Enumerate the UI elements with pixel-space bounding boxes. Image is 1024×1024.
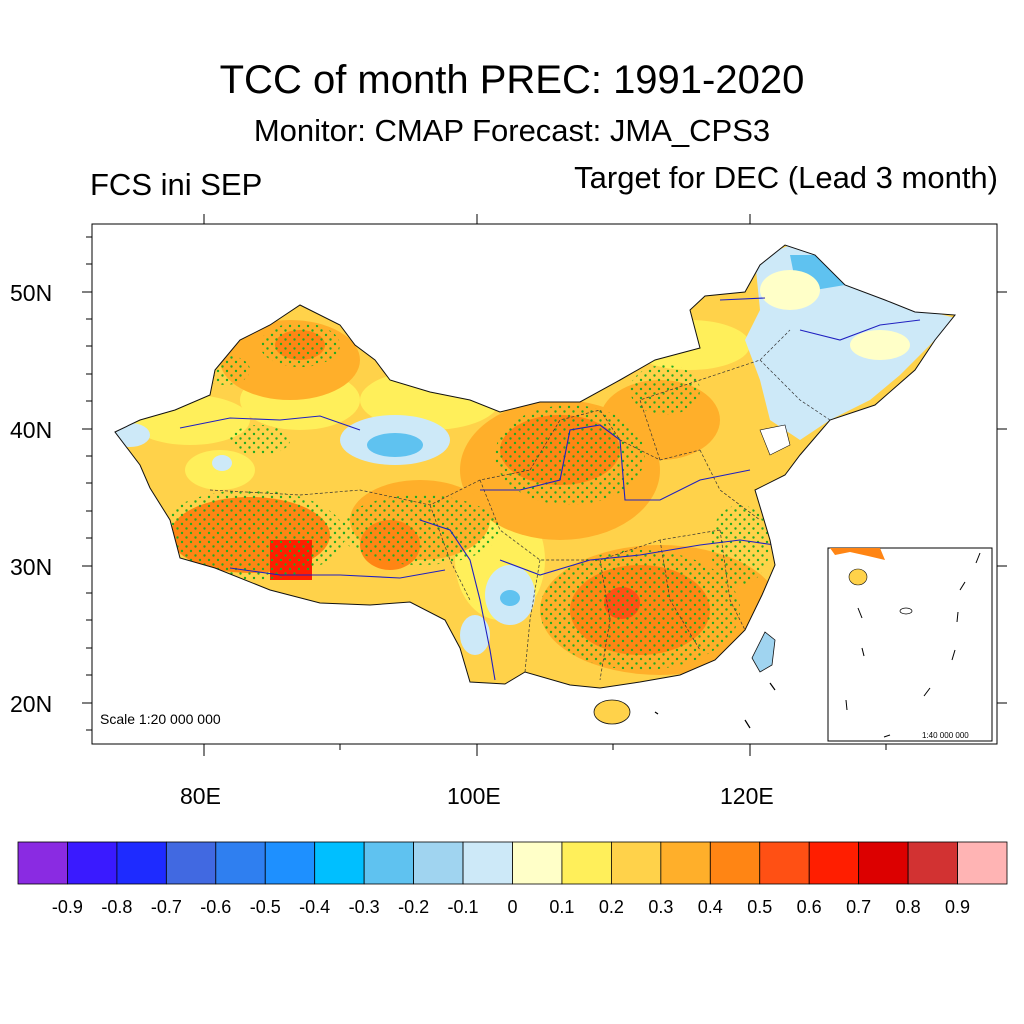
colorbar-box <box>660 841 711 885</box>
left-string: FCS ini SEP <box>90 167 263 202</box>
hainan-island <box>593 699 631 725</box>
lon-label-120e: 120E <box>720 783 774 809</box>
sea-dashes <box>654 682 776 729</box>
colorbar-box <box>858 841 909 885</box>
colorbar-box <box>512 841 563 885</box>
map-title: TCC of month PREC: 1991-2020 <box>219 58 805 102</box>
colorbar-box <box>67 841 118 885</box>
colorbar-box <box>363 841 414 885</box>
colorbar-label: -0.6 <box>200 897 232 917</box>
colorbar-label: 0.5 <box>747 897 773 917</box>
lat-label-20n: 20N <box>10 691 53 717</box>
colorbar-box <box>314 841 365 885</box>
china-outline <box>114 244 956 689</box>
south-china-sea-inset <box>827 547 993 742</box>
inset-scale-text: 1:40 000 000 <box>922 731 969 740</box>
lat-label-50n: 50N <box>10 280 53 306</box>
colorbar-box <box>808 841 860 885</box>
colorbar-box <box>709 841 761 885</box>
map-subtitle: Monitor: CMAP Forecast: JMA_CPS3 <box>253 113 771 148</box>
colorbar-box <box>957 841 1008 885</box>
colorbar-label: 0.7 <box>846 897 872 917</box>
colorbar-label: -0.9 <box>51 897 83 917</box>
province-boundaries <box>209 329 831 681</box>
colorbar-label: -0.5 <box>249 897 281 917</box>
lat-label-40n: 40N <box>10 417 53 443</box>
colorbar-box <box>17 841 68 885</box>
colorbar-label: 0.3 <box>648 897 674 917</box>
colorbar <box>17 841 1008 885</box>
scale-text: Scale 1:20 000 000 <box>100 711 221 727</box>
colorbar-label: 0.4 <box>697 897 723 917</box>
colorbar-box <box>907 841 958 885</box>
colorbar-label: -0.1 <box>447 897 479 917</box>
colorbar-box <box>413 841 464 885</box>
colorbar-label: -0.4 <box>299 897 331 917</box>
colorbar-box <box>215 841 266 885</box>
colorbar-box <box>264 841 316 885</box>
colorbar-label: 0.2 <box>598 897 624 917</box>
colorbar-box <box>561 841 612 885</box>
colorbar-label: -0.8 <box>101 897 133 917</box>
colorbar-label: 0.9 <box>945 897 971 917</box>
bohai-sea <box>759 424 791 456</box>
colorbar-box <box>611 841 662 885</box>
colorbar-label: 0 <box>507 897 518 917</box>
taiwan-island <box>751 631 776 673</box>
colorbar-box <box>165 841 217 885</box>
lon-label-80e: 80E <box>180 783 221 809</box>
colorbar-label: -0.2 <box>398 897 430 917</box>
axis-ticks <box>82 214 1007 756</box>
lat-label-30n: 30N <box>10 554 53 580</box>
colorbar-label: -0.3 <box>348 897 380 917</box>
colorbar-box <box>759 841 810 885</box>
lon-label-100e: 100E <box>447 783 501 809</box>
right-string: Target for DEC (Lead 3 month) <box>574 160 998 195</box>
colorbar-box <box>116 841 167 885</box>
colorbar-label: 0.6 <box>796 897 822 917</box>
colorbar-label: 0.1 <box>549 897 575 917</box>
colorbar-label: -0.7 <box>150 897 182 917</box>
colorbar-box <box>462 841 513 885</box>
colorbar-label: 0.8 <box>895 897 921 917</box>
rivers <box>179 297 921 681</box>
